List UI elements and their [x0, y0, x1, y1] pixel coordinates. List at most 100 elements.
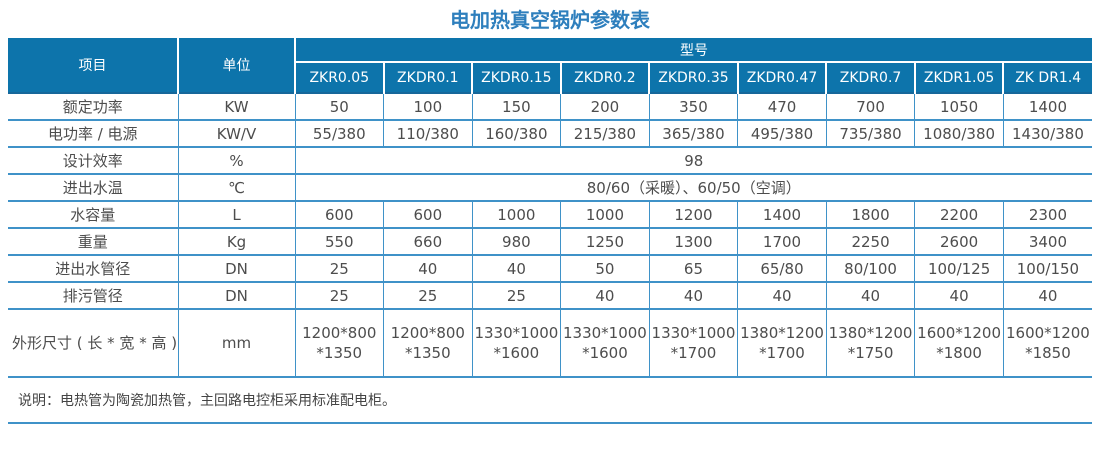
table-row-water-capacity: 水容量 L 600 600 1000 1000 1200 1400 1800 2…: [8, 200, 1092, 229]
value-cell: 55/380: [294, 119, 385, 148]
value-cell: 1600*1200 *1800: [914, 308, 1004, 378]
value-cell: 25: [471, 281, 562, 310]
value-cell: 150: [471, 92, 562, 121]
value-cell: 365/380: [648, 119, 739, 148]
value-cell: 2300: [1002, 200, 1092, 229]
value-cell: 1380*1200 *1700: [737, 308, 827, 378]
value-cell: 100/125: [914, 254, 1004, 283]
value-cell: 25: [294, 281, 385, 310]
value-cell: 215/380: [560, 119, 650, 148]
table-row-dimensions: 外形尺寸 ( 长 * 宽 * 高 ) mm 1200*800 *1350 120…: [8, 308, 1092, 378]
value-cell: 2200: [914, 200, 1004, 229]
value-cell: 3400: [1002, 227, 1092, 256]
table-row-rated-power: 额定功率 KW 50 100 150 200 350 470 700 1050 …: [8, 92, 1092, 121]
value-cell: 350: [648, 92, 739, 121]
row-unit: mm: [177, 308, 296, 378]
value-cell: 1250: [560, 227, 650, 256]
value-cell: 40: [648, 281, 739, 310]
value-cell: 100/150: [1002, 254, 1092, 283]
value-cell: 1000: [560, 200, 650, 229]
column-header-item: 项目: [8, 38, 179, 93]
table-row-inlet-outlet-pipe: 进出水管径 DN 25 40 40 50 65 65/80 80/100 100…: [8, 254, 1092, 283]
value-cell: 1000: [471, 200, 562, 229]
model-header: ZKDR0.2: [559, 61, 651, 93]
value-cell: 1400: [1002, 92, 1092, 121]
value-cell: 40: [1002, 281, 1092, 310]
value-cell: 25: [294, 254, 385, 283]
value-cell: 40: [825, 281, 916, 310]
row-label: 排污管径: [8, 281, 179, 310]
model-header: ZKDR0.47: [736, 61, 828, 93]
note-text: 说明：电热管为陶瓷加热管，主回路电控柜采用标准配电柜。: [8, 378, 1092, 424]
value-cell: 1300: [648, 227, 739, 256]
model-header: ZKR0.05: [295, 61, 385, 93]
row-unit: L: [177, 200, 296, 229]
table-header: 项目 单位 型号 ZKR0.05 ZKDR0.1 ZKDR0.15 ZKDR0.…: [8, 38, 1092, 93]
value-cell: 100: [383, 92, 473, 121]
spec-table: 项目 单位 型号 ZKR0.05 ZKDR0.1 ZKDR0.15 ZKDR0.…: [8, 38, 1092, 378]
value-cell: 1380*1200 *1750: [825, 308, 916, 378]
value-cell: 40: [560, 281, 650, 310]
row-label: 重量: [8, 227, 179, 256]
value-cell: 470: [737, 92, 827, 121]
value-cell: 1200*800 *1350: [294, 308, 385, 378]
value-cell: 1200: [648, 200, 739, 229]
model-header: ZKDR0.1: [382, 61, 474, 93]
row-unit: DN: [177, 281, 296, 310]
row-unit: KW/V: [177, 119, 296, 148]
row-label: 电功率 / 电源: [8, 119, 179, 148]
value-cell: 1600*1200 *1850: [1002, 308, 1092, 378]
column-header-unit: 单位: [177, 38, 296, 93]
model-header: ZKDR0.15: [471, 61, 562, 93]
value-cell: 40: [737, 281, 827, 310]
row-label: 设计效率: [8, 146, 179, 175]
row-label: 进出水温: [8, 173, 179, 202]
page-title: 电加热真空锅炉参数表: [450, 8, 650, 32]
value-cell: 2250: [825, 227, 916, 256]
merged-value-cell: 80/60（采暖）、60/50（空调）: [294, 173, 1092, 202]
row-unit: DN: [177, 254, 296, 283]
value-cell: 660: [383, 227, 473, 256]
value-cell: 25: [383, 281, 473, 310]
model-header: ZKDR0.35: [648, 61, 739, 93]
row-unit: ℃: [177, 173, 296, 202]
value-cell: 1430/380: [1002, 119, 1092, 148]
row-unit: KW: [177, 92, 296, 121]
table-row-weight: 重量 Kg 550 660 980 1250 1300 1700 2250 26…: [8, 227, 1092, 256]
value-cell: 40: [383, 254, 473, 283]
header-group-row: 项目 单位 型号: [8, 38, 1092, 93]
value-cell: 980: [471, 227, 562, 256]
merged-value-cell: 98: [294, 146, 1092, 175]
value-cell: 1050: [914, 92, 1004, 121]
table-row-water-temp: 进出水温 ℃ 80/60（采暖）、60/50（空调）: [8, 173, 1092, 202]
table-row-drain-pipe: 排污管径 DN 25 25 25 40 40 40 40 40 40: [8, 281, 1092, 310]
table-row-design-efficiency: 设计效率 % 98: [8, 146, 1092, 175]
table-row-electric-power: 电功率 / 电源 KW/V 55/380 110/380 160/380 215…: [8, 119, 1092, 148]
row-label: 进出水管径: [8, 254, 179, 283]
model-group-header: 型号: [294, 38, 1092, 62]
value-cell: 80/100: [825, 254, 916, 283]
value-cell: 1800: [825, 200, 916, 229]
value-cell: 1400: [737, 200, 827, 229]
value-cell: 160/380: [471, 119, 562, 148]
value-cell: 2600: [914, 227, 1004, 256]
value-cell: 1330*1000 *1700: [648, 308, 739, 378]
value-cell: 40: [914, 281, 1004, 310]
row-label: 水容量: [8, 200, 179, 229]
value-cell: 50: [294, 92, 385, 121]
value-cell: 1200*800 *1350: [383, 308, 473, 378]
model-header: ZK DR1.4: [1002, 61, 1092, 93]
value-cell: 40: [471, 254, 562, 283]
value-cell: 1330*1000 *1600: [471, 308, 562, 378]
value-cell: 110/380: [383, 119, 473, 148]
header-models-row: ZKR0.05 ZKDR0.1 ZKDR0.15 ZKDR0.2 ZKDR0.3…: [8, 61, 1092, 93]
value-cell: 735/380: [825, 119, 916, 148]
row-label: 外形尺寸 ( 长 * 宽 * 高 ): [8, 308, 179, 378]
value-cell: 200: [560, 92, 650, 121]
value-cell: 50: [560, 254, 650, 283]
value-cell: 600: [383, 200, 473, 229]
model-header: ZKDR0.7: [825, 61, 916, 93]
value-cell: 1700: [737, 227, 827, 256]
value-cell: 1330*1000 *1600: [560, 308, 650, 378]
